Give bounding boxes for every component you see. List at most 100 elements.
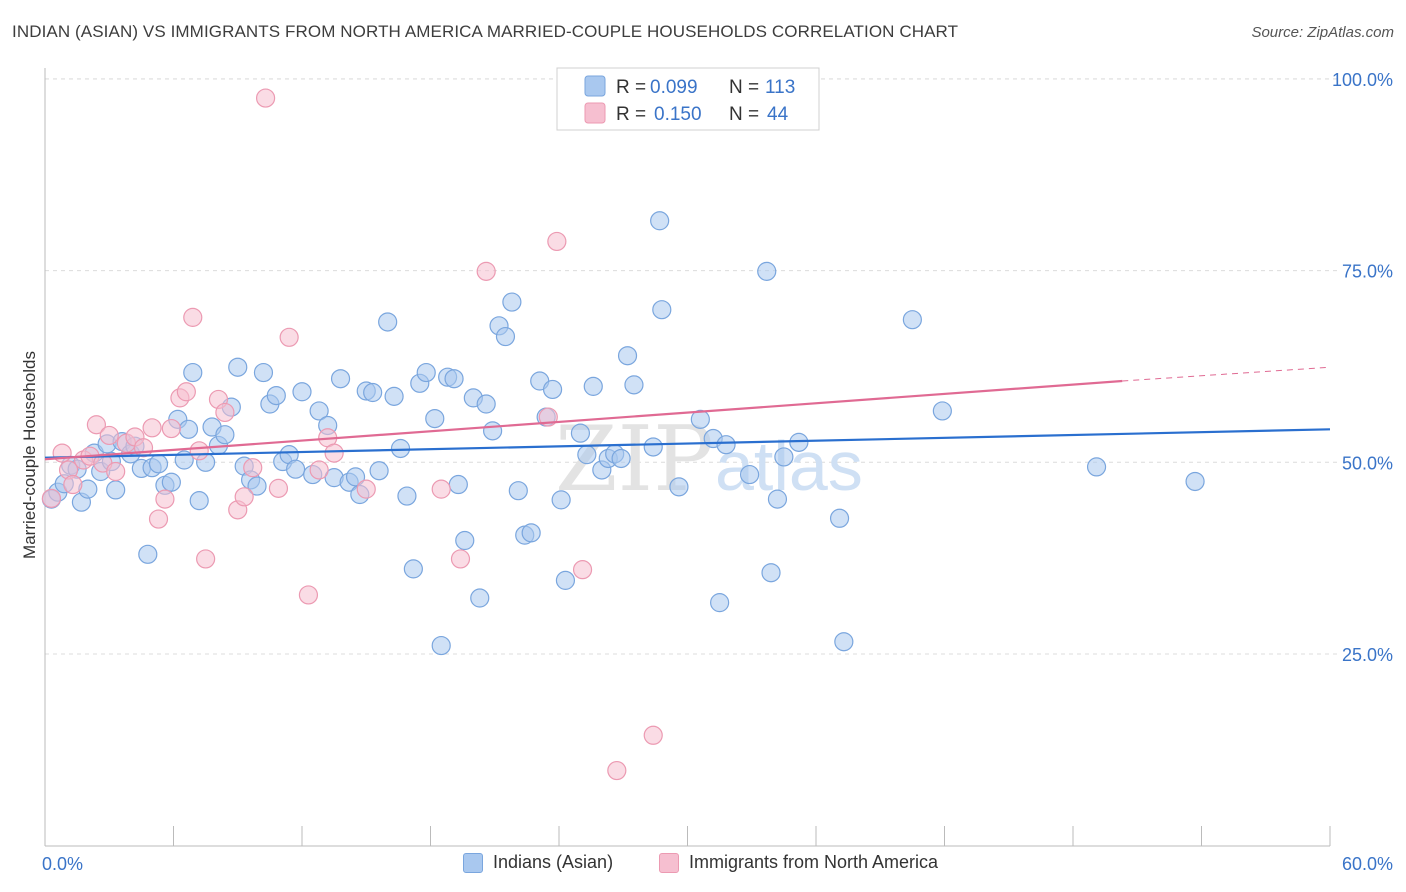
indians-point-25	[189, 491, 209, 511]
indians-point-100	[761, 563, 781, 583]
legend-n-label-2: N =	[729, 104, 759, 125]
indians-point-106	[902, 310, 922, 330]
indians-point-89	[624, 375, 644, 395]
immigrants-point-36	[450, 549, 471, 569]
indians-point-43	[309, 401, 329, 421]
indians-point-41	[292, 382, 312, 402]
indians-point-109	[1185, 471, 1205, 492]
indians-point-96	[710, 593, 730, 613]
indians-point-80	[555, 570, 576, 590]
indians-point-68	[476, 394, 496, 414]
legend-swatch-blue	[584, 75, 606, 97]
indians-point-61	[431, 635, 451, 656]
indians-point-71	[495, 326, 516, 347]
indians-point-75	[521, 523, 541, 543]
legend-label-indians: Indians (Asian)	[493, 852, 614, 872]
immigrants-point-42	[643, 725, 663, 745]
indians-point-79	[551, 490, 571, 510]
immigrants-point-29	[279, 327, 299, 347]
indians-point-65	[455, 530, 475, 551]
immigrants-point-40	[572, 560, 593, 580]
legend-item-immigrants: Immigrants from North America	[659, 852, 938, 873]
x-tick-label-min: 0.0%	[42, 854, 83, 874]
indians-point-20	[161, 472, 181, 492]
indians-point-24	[183, 362, 203, 383]
immigrants-point-37	[476, 261, 496, 281]
indians-point-82	[577, 445, 597, 465]
source-credit: Source: ZipAtlas.com	[1251, 24, 1394, 41]
y-tick-label-50: 50.0%	[1342, 453, 1393, 473]
legend-item-indians: Indians (Asian)	[463, 852, 613, 873]
indians-point-29	[215, 425, 235, 445]
watermark-atlas: atlas	[715, 427, 863, 505]
indians-point-107	[932, 401, 952, 421]
indians-point-51	[363, 382, 383, 403]
legend-n-label-1: N =	[729, 77, 759, 98]
indians-point-11	[106, 480, 126, 500]
trend-lines	[44, 366, 1331, 461]
legend-n-value-2: 44	[767, 104, 789, 125]
stats-legend: R = 0.099 N = 113 R = 0.150 N = 44	[556, 67, 820, 131]
indians-point-37	[266, 385, 286, 406]
indians-point-102	[774, 447, 794, 467]
indians-point-99	[757, 261, 777, 281]
indians-point-52	[369, 461, 389, 481]
immigrants-point-13	[142, 418, 162, 438]
indians-point-69	[483, 421, 503, 441]
immigrants-point-21	[196, 549, 216, 569]
immigrants-point-20	[189, 441, 209, 461]
indians-point-59	[416, 362, 436, 383]
indians-point-54	[384, 386, 404, 406]
immigrants-point-30	[298, 585, 319, 605]
indians-point-78	[542, 379, 563, 400]
immigrants-point-27	[255, 88, 276, 108]
indians-point-67	[470, 588, 490, 608]
immigrants-point-19	[183, 307, 203, 327]
indians-point-16	[138, 544, 158, 564]
indians-point-81	[570, 423, 591, 443]
immigrants-point-26	[243, 458, 263, 478]
immigrants-point-39	[547, 231, 567, 252]
indians-point-88	[617, 346, 638, 366]
indians-point-72	[502, 292, 522, 312]
indians-point-55	[390, 438, 411, 459]
immigrants-point-18	[176, 382, 196, 402]
indians-point-97	[716, 435, 736, 455]
indians-point-104	[829, 508, 850, 528]
immigrants-point-16	[161, 418, 181, 439]
indians-point-31	[228, 357, 248, 377]
indians-point-105	[834, 632, 854, 652]
indians-point-90	[643, 437, 663, 457]
immigrants-point-41	[607, 760, 627, 781]
y-tick-label-25: 25.0%	[1342, 645, 1393, 665]
x-tick-label-max: 60.0%	[1342, 854, 1393, 874]
legend-label-immigrants: Immigrants from North America	[689, 852, 939, 872]
tick-labels: 25.0% 50.0% 75.0% 100.0% 0.0% 60.0%	[42, 70, 1393, 874]
legend-swatch-indians	[463, 852, 483, 873]
indians-point-63	[444, 369, 464, 389]
immigrants-point-15	[155, 489, 175, 509]
y-tick-label-100: 100.0%	[1332, 70, 1393, 90]
immigrants-point-35	[431, 479, 451, 499]
indians-point-93	[669, 477, 689, 497]
chart-title: INDIAN (ASIAN) VS IMMIGRANTS FROM NORTH …	[12, 22, 959, 41]
indians-point-56	[397, 486, 417, 506]
immigrants-point-28	[268, 478, 289, 498]
legend-swatch-pink	[584, 102, 606, 124]
indians-point-103	[789, 432, 809, 452]
indians-point-35	[253, 362, 274, 383]
trend-line-immigrants-extension	[1122, 366, 1331, 382]
indians-point-101	[767, 489, 788, 509]
indians-point-48	[345, 467, 366, 487]
immigrants-point-3	[63, 474, 83, 495]
legend-swatch-immigrants	[659, 852, 679, 873]
legend-r-value-2: 0.150	[654, 104, 702, 125]
immigrants-point-9	[106, 461, 126, 482]
indians-point-91	[650, 211, 670, 231]
indians-point-94	[690, 409, 710, 429]
immigrants-point-12	[133, 438, 154, 458]
indians-point-34	[247, 476, 267, 496]
immigrants-point-34	[356, 479, 376, 499]
immigrants-point-33	[324, 443, 344, 463]
